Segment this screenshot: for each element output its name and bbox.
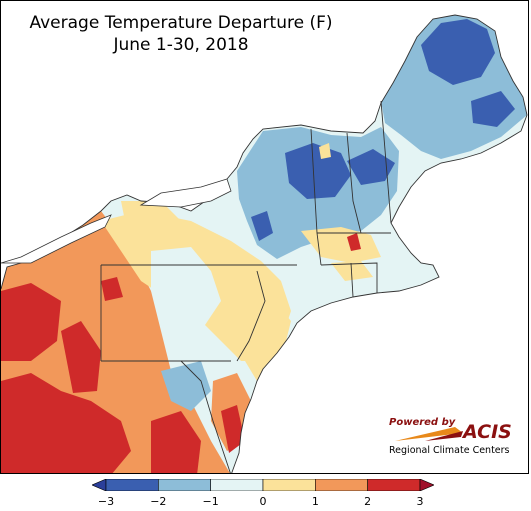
logo-brand: ACIS [463, 421, 512, 443]
temperature-departure-map [1, 14, 528, 473]
legend-under-arrow [92, 479, 107, 491]
region-ma-warm [301, 227, 381, 263]
legend-tick-label: 1 [311, 495, 319, 508]
region-ma-hot [347, 233, 361, 251]
legend-tick-label: −1 [202, 495, 219, 508]
region-vt-warm [319, 143, 331, 159]
acis-logo: Powered by ACIS Regional Climate Centers [385, 415, 513, 459]
legend-swatch [367, 479, 421, 491]
legend-tick-label: −2 [150, 495, 167, 508]
region-md-cool [161, 361, 211, 411]
legend-swatch [210, 479, 264, 491]
region-nh-cold [347, 149, 395, 185]
logo-powered-by: Powered by [389, 417, 456, 428]
legend-swatch [262, 479, 316, 491]
legend-over-arrow [419, 479, 434, 491]
region-de-hot [221, 405, 245, 453]
legend-tick-label: 0 [259, 495, 267, 508]
region-west-hot3 [61, 321, 101, 393]
region-wny-warm [121, 201, 181, 241]
legend-tick-label: 2 [364, 495, 372, 508]
color-legend [92, 479, 434, 491]
region-pa-neutral [151, 247, 221, 331]
region-maine-cold2 [471, 91, 515, 127]
legend-tick-label: −3 [97, 495, 115, 508]
region-west-hot2 [1, 373, 131, 473]
logo-tagline: Regional Climate Centers [389, 445, 510, 456]
region-west-hot1 [1, 283, 61, 361]
legend-swatch [105, 479, 159, 491]
region-maine-cold [421, 19, 495, 85]
map-title: Average Temperature Departure (F) [29, 13, 333, 33]
region-ny-cold [251, 211, 273, 241]
logo-swoosh-icon [395, 427, 463, 441]
map-panel: Average Temperature Departure (F) June 1… [0, 0, 529, 474]
legend-swatch [315, 479, 368, 491]
region-west-hot4 [101, 277, 123, 301]
map-subtitle: June 1-30, 2018 [113, 35, 249, 55]
lake-erie [1, 214, 112, 264]
lake-ontario [139, 178, 232, 208]
legend-swatch [158, 479, 211, 491]
region-vt-cold [285, 143, 351, 199]
region-west-hot5 [151, 411, 201, 473]
region-ct-warm [331, 261, 373, 281]
legend-tick-label: 3 [416, 495, 424, 508]
